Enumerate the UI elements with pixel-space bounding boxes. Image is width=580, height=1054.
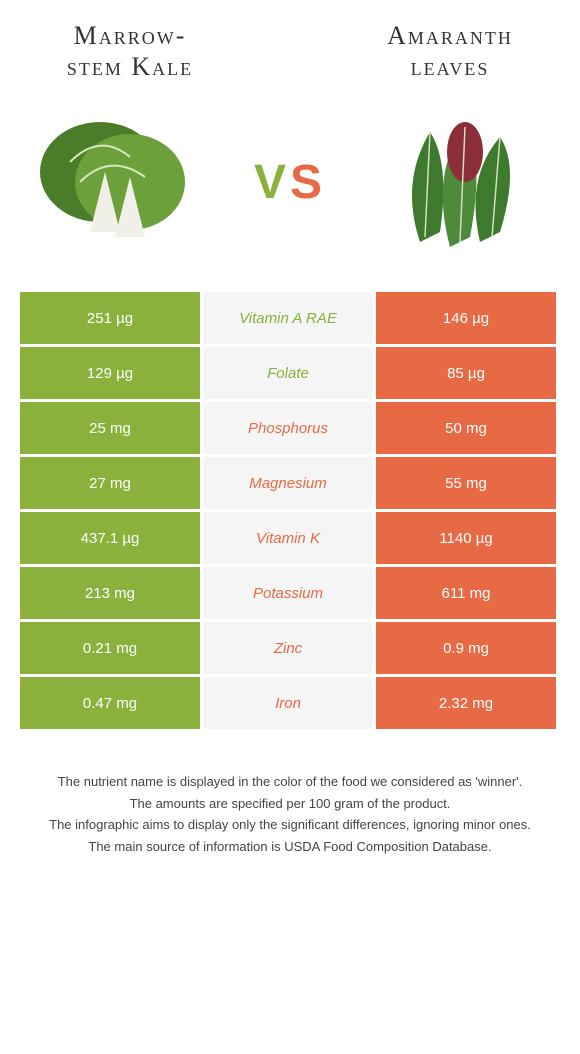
footer-line2: The amounts are specified per 100 gram o… [30,794,550,814]
nutrient-name: Zinc [203,622,373,674]
left-value: 25 mg [20,402,200,454]
comparison-table: 251 µgVitamin A RAE146 µg129 µgFolate85 … [20,292,560,729]
table-row: 437.1 µgVitamin K1140 µg [20,512,560,564]
left-title-line2: stem Kale [67,52,193,81]
table-row: 213 mgPotassium611 mg [20,567,560,619]
table-row: 27 mgMagnesium55 mg [20,457,560,509]
left-value: 213 mg [20,567,200,619]
right-food-title: Amaranth leaves [350,20,550,82]
nutrient-name: Vitamin A RAE [203,292,373,344]
table-row: 25 mgPhosphorus50 mg [20,402,560,454]
table-row: 129 µgFolate85 µg [20,347,560,399]
left-food-title: Marrow- stem Kale [30,20,230,82]
vs-label: VS [254,155,326,210]
right-value: 55 mg [376,457,556,509]
vs-v: V [254,156,290,209]
nutrient-name: Magnesium [203,457,373,509]
nutrient-name: Iron [203,677,373,729]
right-value: 146 µg [376,292,556,344]
table-row: 0.47 mgIron2.32 mg [20,677,560,729]
left-value: 129 µg [20,347,200,399]
right-value: 85 µg [376,347,556,399]
left-value: 251 µg [20,292,200,344]
vs-s: S [290,156,326,209]
left-value: 27 mg [20,457,200,509]
left-food-image [30,102,210,262]
right-value: 0.9 mg [376,622,556,674]
right-value: 50 mg [376,402,556,454]
right-title-line2: leaves [411,52,490,81]
right-food-image [370,102,550,262]
nutrient-name: Phosphorus [203,402,373,454]
header: Marrow- stem Kale Amaranth leaves [0,20,580,82]
left-value: 437.1 µg [20,512,200,564]
left-value: 0.21 mg [20,622,200,674]
right-title-line1: Amaranth [387,21,513,50]
footer-line3: The infographic aims to display only the… [30,815,550,835]
right-value: 611 mg [376,567,556,619]
footer-line1: The nutrient name is displayed in the co… [30,772,550,792]
right-value: 1140 µg [376,512,556,564]
left-value: 0.47 mg [20,677,200,729]
footer-notes: The nutrient name is displayed in the co… [0,732,580,856]
nutrient-name: Potassium [203,567,373,619]
images-row: VS [0,82,580,292]
table-row: 0.21 mgZinc0.9 mg [20,622,560,674]
amaranth-icon [370,102,550,262]
nutrient-name: Folate [203,347,373,399]
kale-icon [30,102,210,262]
right-value: 2.32 mg [376,677,556,729]
table-row: 251 µgVitamin A RAE146 µg [20,292,560,344]
footer-line4: The main source of information is USDA F… [30,837,550,857]
nutrient-name: Vitamin K [203,512,373,564]
left-title-line1: Marrow- [74,21,187,50]
